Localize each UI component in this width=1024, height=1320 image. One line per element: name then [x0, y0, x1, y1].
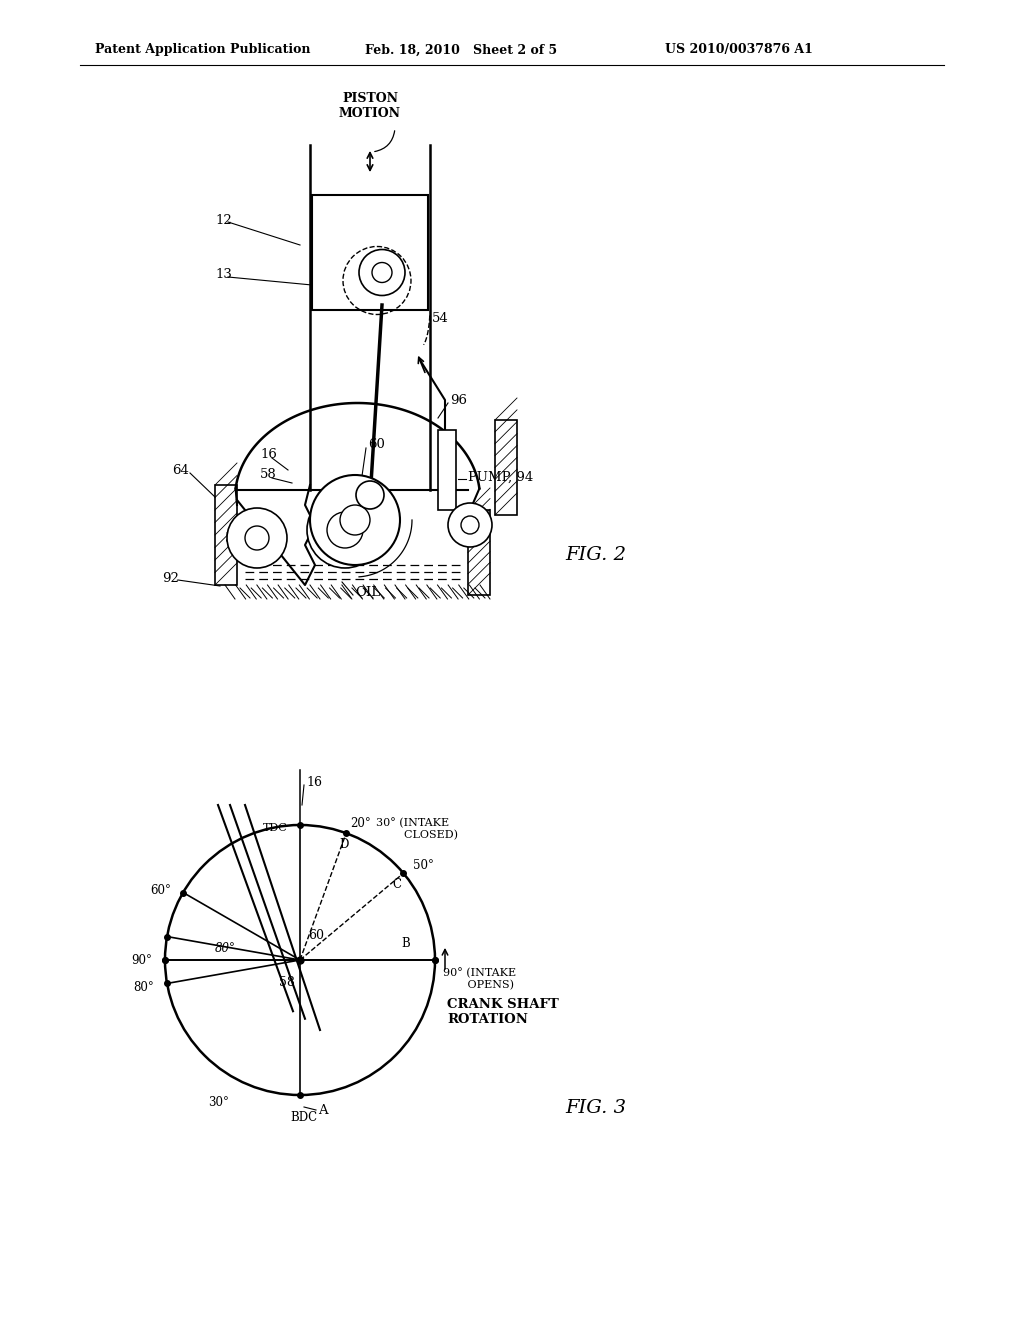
Text: CRANK SHAFT
ROTATION: CRANK SHAFT ROTATION: [447, 998, 559, 1026]
Circle shape: [356, 480, 384, 510]
Text: 96: 96: [450, 393, 467, 407]
Text: C: C: [392, 878, 401, 891]
Text: 56: 56: [225, 532, 242, 544]
Text: FIG. 2: FIG. 2: [565, 546, 626, 564]
Text: OIL: OIL: [355, 586, 380, 599]
Circle shape: [245, 525, 269, 550]
Circle shape: [461, 516, 479, 535]
Text: 50°: 50°: [413, 859, 433, 873]
Text: Feb. 18, 2010   Sheet 2 of 5: Feb. 18, 2010 Sheet 2 of 5: [365, 44, 557, 57]
Text: 30°: 30°: [208, 1096, 229, 1109]
Bar: [312, 195, 428, 310]
Text: 64: 64: [172, 463, 188, 477]
Text: 60: 60: [368, 438, 385, 451]
Text: 92: 92: [162, 572, 179, 585]
Text: 54: 54: [432, 312, 449, 325]
Text: 90° (INTAKE
       OPENS): 90° (INTAKE OPENS): [443, 968, 516, 990]
Text: 16: 16: [260, 449, 276, 462]
Circle shape: [372, 263, 392, 282]
Circle shape: [327, 512, 362, 548]
Text: D: D: [340, 838, 349, 851]
Text: 58: 58: [280, 975, 295, 989]
Circle shape: [165, 825, 435, 1096]
Circle shape: [449, 503, 492, 546]
Text: 90°: 90°: [131, 953, 152, 966]
Text: 60°: 60°: [151, 884, 171, 898]
Circle shape: [310, 475, 400, 565]
Text: 13: 13: [215, 268, 231, 281]
Text: PISTON
MOTION: PISTON MOTION: [339, 92, 401, 120]
Text: TDC: TDC: [263, 822, 288, 833]
Circle shape: [359, 249, 406, 296]
Text: 30° (INTAKE
        CLOSED): 30° (INTAKE CLOSED): [376, 818, 458, 841]
Text: PUMP, 94: PUMP, 94: [468, 470, 534, 483]
Text: 16: 16: [306, 776, 322, 789]
Bar: [215, 484, 237, 585]
Bar: [468, 510, 490, 595]
Text: 20°: 20°: [350, 817, 372, 830]
Text: 80°: 80°: [133, 981, 155, 994]
Text: A: A: [318, 1104, 328, 1117]
Text: 14: 14: [335, 513, 352, 527]
Text: 80°: 80°: [214, 942, 236, 954]
Text: Patent Application Publication: Patent Application Publication: [95, 44, 310, 57]
Circle shape: [227, 508, 287, 568]
Text: B: B: [401, 937, 410, 950]
Text: FIG. 3: FIG. 3: [565, 1100, 626, 1117]
Bar: [438, 430, 456, 510]
Circle shape: [307, 492, 383, 568]
Bar: [220, 585, 485, 599]
Text: BDC: BDC: [291, 1111, 317, 1125]
Bar: [495, 420, 517, 515]
Text: US 2010/0037876 A1: US 2010/0037876 A1: [665, 44, 813, 57]
Circle shape: [340, 506, 370, 535]
Text: 58: 58: [260, 467, 276, 480]
Text: 60: 60: [308, 929, 324, 942]
Text: 12: 12: [215, 214, 231, 227]
